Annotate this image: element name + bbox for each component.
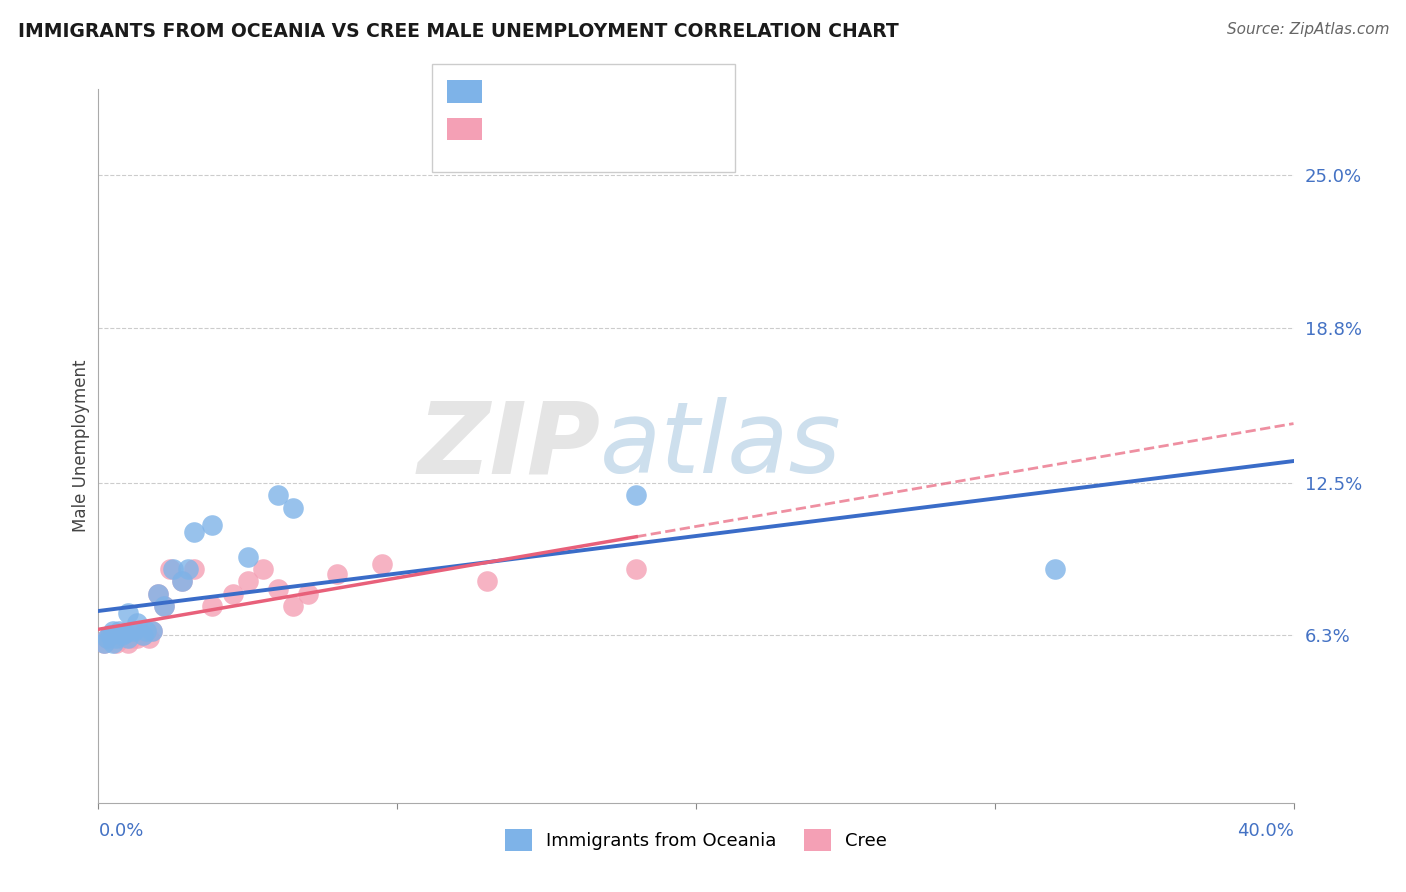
Point bbox=[96, 631, 118, 645]
Point bbox=[153, 599, 176, 613]
Point bbox=[98, 628, 122, 642]
Text: 0.240: 0.240 bbox=[527, 83, 578, 101]
Point bbox=[108, 624, 131, 638]
Point bbox=[201, 599, 224, 613]
Point bbox=[252, 562, 274, 576]
Text: 0.0%: 0.0% bbox=[98, 822, 143, 840]
Point bbox=[124, 624, 146, 638]
Point bbox=[236, 574, 259, 589]
Point bbox=[103, 636, 125, 650]
Point bbox=[132, 628, 155, 642]
Point bbox=[117, 636, 139, 650]
Point bbox=[371, 557, 394, 571]
Point bbox=[201, 517, 224, 532]
Point bbox=[96, 631, 118, 645]
Point bbox=[105, 636, 128, 650]
Point bbox=[93, 636, 115, 650]
Point bbox=[132, 628, 155, 642]
Y-axis label: Male Unemployment: Male Unemployment bbox=[72, 359, 90, 533]
Text: Source: ZipAtlas.com: Source: ZipAtlas.com bbox=[1226, 22, 1389, 37]
Point bbox=[267, 488, 290, 502]
Point bbox=[159, 562, 181, 576]
Text: R =: R = bbox=[489, 83, 529, 101]
Point bbox=[281, 599, 304, 613]
Point bbox=[117, 631, 139, 645]
Text: 28: 28 bbox=[619, 83, 641, 101]
Point bbox=[172, 574, 194, 589]
Point bbox=[183, 525, 205, 540]
Point bbox=[172, 574, 194, 589]
Point bbox=[114, 626, 136, 640]
Point bbox=[1043, 562, 1066, 576]
Point bbox=[297, 587, 319, 601]
Point bbox=[127, 616, 149, 631]
Text: R =: R = bbox=[489, 119, 529, 136]
Point bbox=[129, 628, 152, 642]
Text: atlas: atlas bbox=[600, 398, 842, 494]
Point bbox=[626, 562, 648, 576]
Point bbox=[117, 607, 139, 621]
Legend: Immigrants from Oceania, Cree: Immigrants from Oceania, Cree bbox=[498, 822, 894, 858]
Text: N =: N = bbox=[585, 83, 624, 101]
Point bbox=[138, 631, 160, 645]
Point bbox=[135, 624, 157, 638]
Point bbox=[108, 628, 131, 642]
Point bbox=[114, 628, 136, 642]
Text: 33: 33 bbox=[619, 119, 641, 136]
Point bbox=[183, 562, 205, 576]
Point bbox=[120, 631, 142, 645]
Text: IMMIGRANTS FROM OCEANIA VS CREE MALE UNEMPLOYMENT CORRELATION CHART: IMMIGRANTS FROM OCEANIA VS CREE MALE UNE… bbox=[18, 22, 898, 41]
Point bbox=[267, 582, 290, 596]
Text: 0.061: 0.061 bbox=[527, 119, 578, 136]
Point bbox=[222, 587, 245, 601]
Point bbox=[162, 562, 184, 576]
Text: 40.0%: 40.0% bbox=[1237, 822, 1294, 840]
Point bbox=[141, 624, 163, 638]
Point bbox=[177, 562, 200, 576]
Point bbox=[111, 631, 134, 645]
Point bbox=[141, 624, 163, 638]
Point bbox=[148, 587, 170, 601]
Point bbox=[124, 624, 146, 638]
Point bbox=[148, 587, 170, 601]
Point bbox=[135, 624, 157, 638]
Point bbox=[475, 574, 498, 589]
Point bbox=[626, 488, 648, 502]
Point bbox=[326, 566, 349, 581]
Point bbox=[103, 624, 125, 638]
Point bbox=[111, 628, 134, 642]
Point bbox=[236, 549, 259, 564]
Point bbox=[103, 628, 125, 642]
Point bbox=[105, 631, 128, 645]
Point bbox=[127, 631, 149, 645]
Point bbox=[93, 636, 115, 650]
Point bbox=[153, 599, 176, 613]
Point bbox=[98, 628, 122, 642]
Text: N =: N = bbox=[585, 119, 624, 136]
Point bbox=[281, 500, 304, 515]
Text: ZIP: ZIP bbox=[418, 398, 600, 494]
